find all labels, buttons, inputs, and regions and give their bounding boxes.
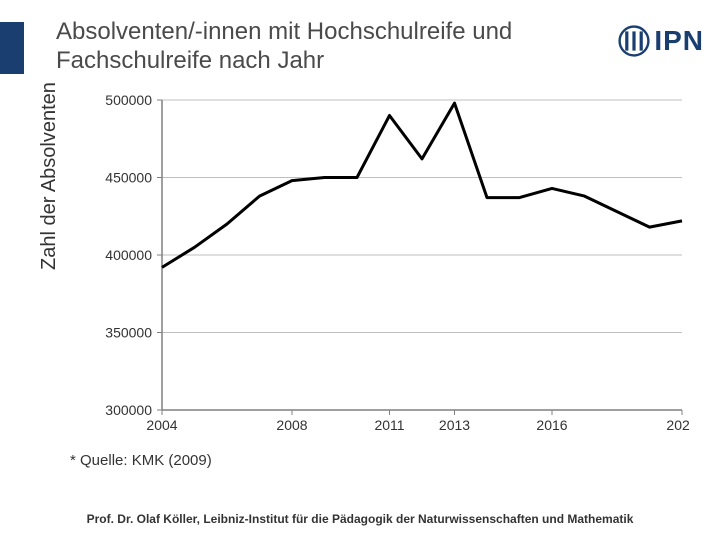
svg-text:450000: 450000 [105, 170, 152, 186]
svg-text:500000: 500000 [105, 95, 152, 108]
svg-text:2013: 2013 [439, 417, 470, 433]
svg-text:2004: 2004 [146, 417, 177, 433]
title-accent-bar [0, 22, 24, 74]
logo-icon [618, 25, 650, 57]
svg-text:400000: 400000 [105, 247, 152, 263]
footer-author: Prof. Dr. Olaf Köller, Leibniz-Institut … [0, 512, 720, 528]
svg-text:2020: 2020 [666, 417, 690, 433]
page-title: Absolventen/-innen mit Hochschulreife un… [56, 18, 596, 76]
svg-text:2016: 2016 [536, 417, 567, 433]
chart: 300000 350000 400000 450000 500000 2004 2008 20… [70, 95, 690, 435]
svg-text:2011: 2011 [374, 417, 404, 433]
y-axis-label: Zahl der Absolventen [38, 82, 61, 270]
ipn-logo: IPN [614, 16, 704, 66]
source-note: * Quelle: KMK (2009) [70, 452, 212, 469]
svg-text:350000: 350000 [105, 325, 152, 341]
svg-text:2008: 2008 [276, 417, 307, 433]
logo-text: IPN [654, 25, 704, 57]
svg-text:300000: 300000 [105, 402, 152, 418]
line-chart-svg: 300000 350000 400000 450000 500000 2004 2008 20… [70, 95, 690, 435]
slide: Absolventen/-innen mit Hochschulreife un… [0, 0, 720, 540]
